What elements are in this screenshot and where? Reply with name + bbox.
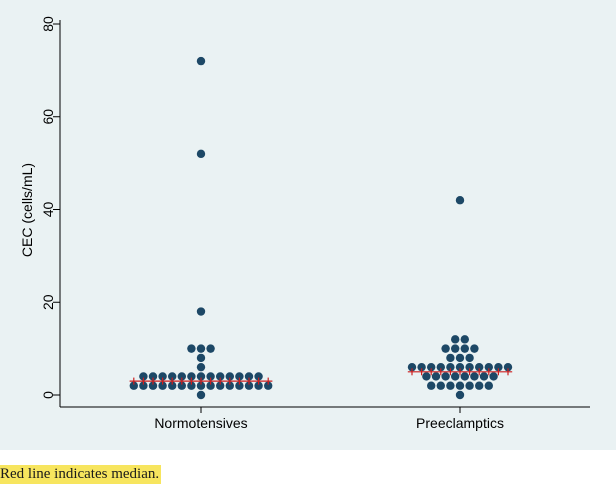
data-point bbox=[475, 381, 484, 390]
data-point bbox=[206, 372, 215, 381]
data-point bbox=[446, 362, 455, 372]
data-point bbox=[441, 372, 450, 381]
data-point bbox=[216, 381, 225, 390]
data-point bbox=[187, 344, 196, 353]
y-tick-label: 20 bbox=[40, 294, 56, 310]
data-point bbox=[206, 381, 215, 390]
data-point bbox=[206, 344, 215, 353]
dot-plot-figure: CEC (cells/mL) 0 20 40 60 80 Normotensives Pr… bbox=[0, 0, 616, 450]
data-point bbox=[460, 335, 469, 344]
data-point bbox=[158, 381, 167, 390]
data-point bbox=[148, 372, 158, 381]
data-point bbox=[216, 372, 225, 381]
data-point bbox=[417, 362, 426, 372]
data-point bbox=[196, 362, 206, 372]
y-tick-label: 60 bbox=[40, 109, 56, 125]
data-point bbox=[475, 362, 484, 372]
data-point bbox=[479, 372, 489, 381]
data-point bbox=[139, 381, 148, 390]
data-point bbox=[148, 381, 158, 390]
data-point bbox=[196, 390, 206, 400]
data-point bbox=[427, 381, 436, 390]
data-point bbox=[254, 381, 263, 390]
data-point bbox=[455, 353, 465, 363]
data-point bbox=[196, 56, 206, 66]
data-point bbox=[446, 381, 455, 390]
data-point bbox=[196, 381, 206, 390]
data-point bbox=[225, 372, 234, 381]
data-point bbox=[484, 362, 493, 372]
data-point bbox=[244, 381, 254, 390]
data-point bbox=[470, 372, 479, 381]
data-point bbox=[460, 344, 469, 353]
chart-axes: CEC (cells/mL) bbox=[19, 20, 590, 408]
data-point bbox=[465, 362, 474, 372]
data-point bbox=[451, 344, 460, 353]
y-tick-label: 80 bbox=[40, 16, 56, 32]
data-point bbox=[168, 372, 177, 381]
data-point bbox=[451, 372, 460, 381]
median-markers bbox=[129, 368, 513, 385]
data-point bbox=[264, 381, 273, 390]
y-ticks: 0 20 40 60 80 bbox=[40, 16, 60, 399]
data-point bbox=[139, 372, 148, 381]
data-point bbox=[225, 381, 234, 390]
data-point bbox=[235, 372, 244, 381]
data-point bbox=[465, 353, 474, 363]
data-point bbox=[436, 362, 445, 372]
data-point bbox=[494, 362, 503, 372]
data-point bbox=[431, 372, 441, 381]
data-point bbox=[441, 344, 450, 353]
chart-svg: CEC (cells/mL) 0 20 40 60 80 Normotensives Pr… bbox=[19, 16, 590, 431]
data-point bbox=[196, 149, 206, 159]
data-point bbox=[436, 381, 445, 390]
x-ticks: Normotensives Preeclamptics bbox=[154, 407, 504, 431]
data-point bbox=[187, 381, 196, 390]
data-point bbox=[244, 372, 254, 381]
data-point bbox=[129, 381, 138, 390]
data-point bbox=[235, 381, 244, 390]
data-point bbox=[460, 372, 469, 381]
data-point bbox=[158, 372, 167, 381]
data-points bbox=[129, 56, 513, 400]
data-point bbox=[451, 335, 460, 344]
data-point bbox=[187, 372, 196, 381]
data-point bbox=[196, 307, 206, 316]
x-tick-label: Normotensives bbox=[154, 415, 247, 431]
data-point bbox=[455, 196, 465, 205]
figure-caption: Red line indicates median. bbox=[0, 465, 162, 484]
data-point bbox=[422, 372, 431, 381]
data-point bbox=[465, 381, 474, 390]
data-point bbox=[484, 381, 493, 390]
data-point bbox=[168, 381, 177, 390]
data-point bbox=[455, 390, 465, 400]
data-point bbox=[196, 372, 206, 381]
data-point bbox=[407, 362, 417, 372]
data-point bbox=[470, 344, 479, 353]
y-tick-label: 0 bbox=[40, 391, 56, 399]
x-tick-label: Preeclamptics bbox=[416, 415, 504, 431]
data-point bbox=[196, 344, 206, 353]
data-point bbox=[503, 362, 513, 372]
data-point bbox=[455, 362, 465, 372]
y-tick-label: 40 bbox=[40, 202, 56, 218]
data-point bbox=[254, 372, 263, 381]
data-point bbox=[427, 362, 436, 372]
data-point bbox=[196, 353, 206, 363]
data-point bbox=[446, 353, 455, 363]
data-point bbox=[489, 372, 498, 381]
data-point bbox=[177, 381, 186, 390]
data-point bbox=[177, 372, 186, 381]
data-point bbox=[455, 381, 465, 390]
y-axis-title: CEC (cells/mL) bbox=[19, 163, 35, 257]
